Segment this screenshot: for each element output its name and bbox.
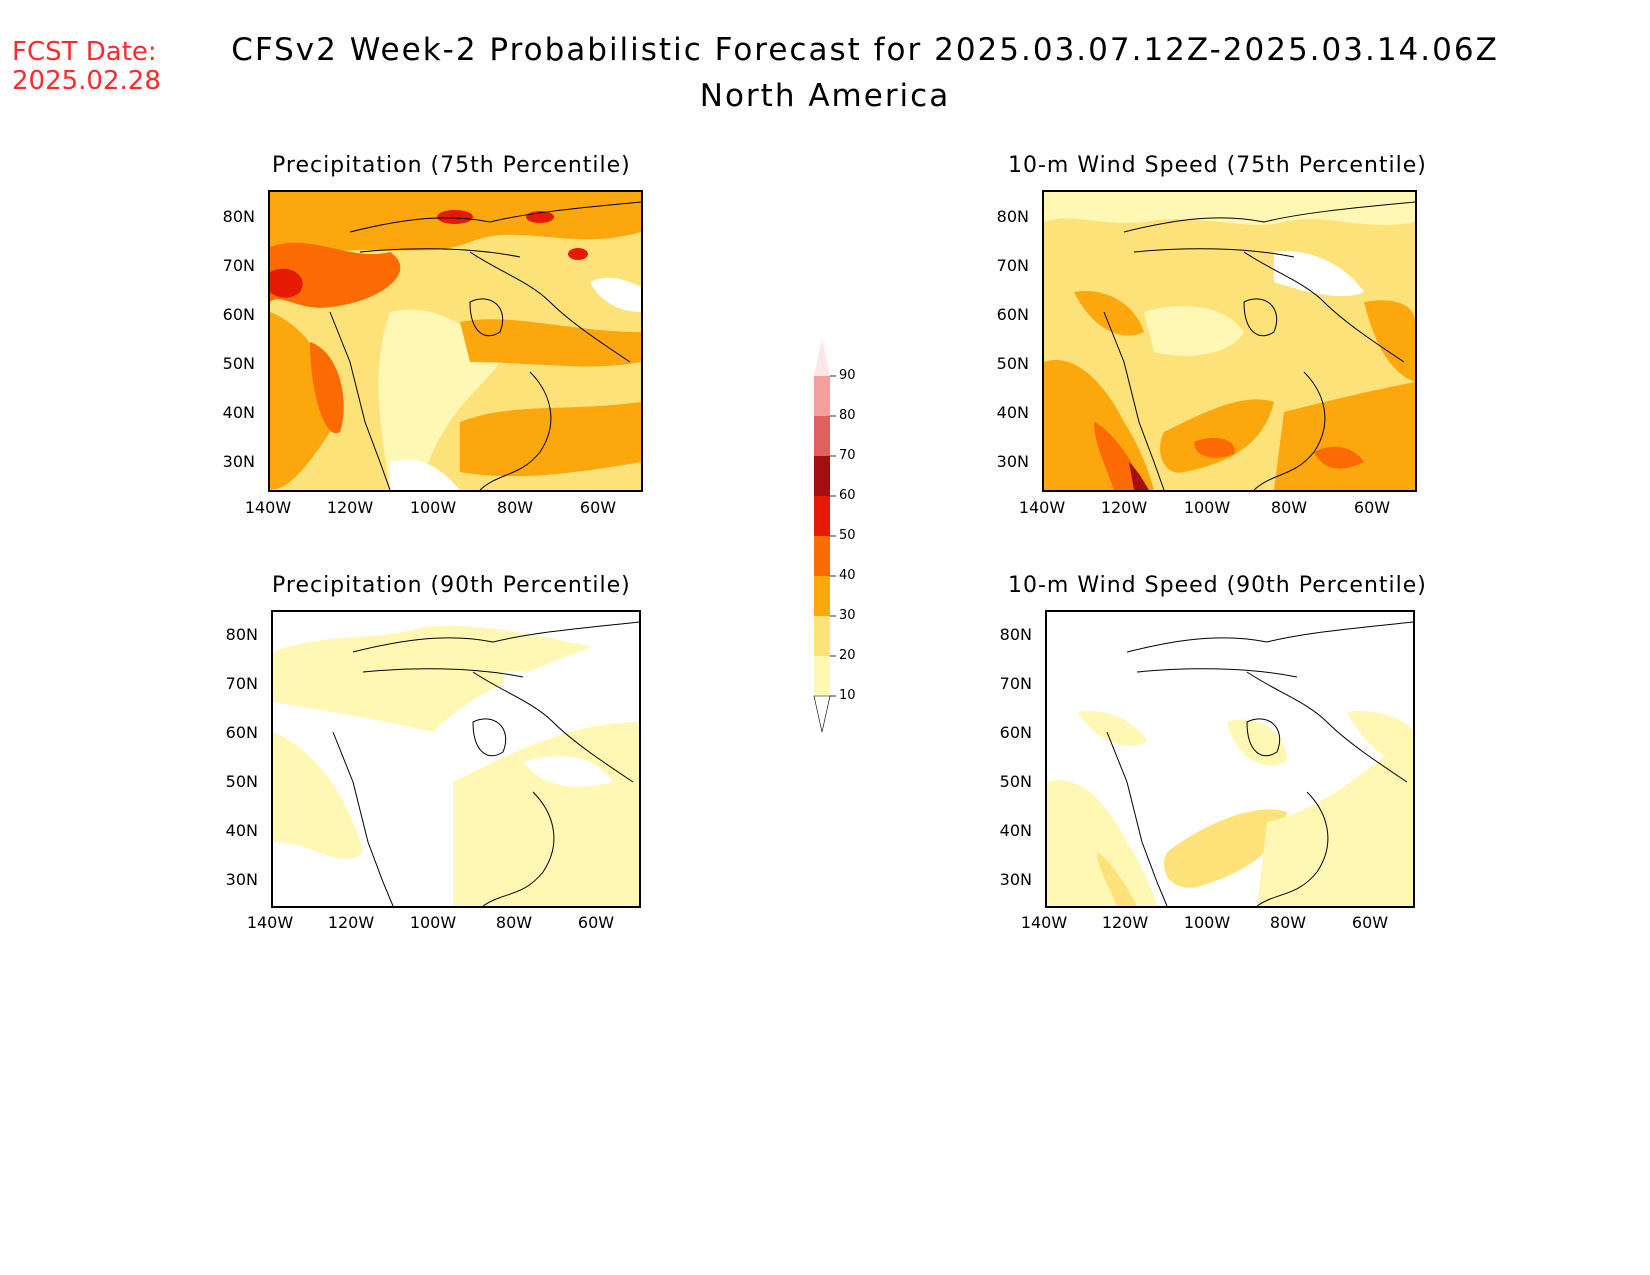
- colorbar-segment: [814, 416, 830, 456]
- colorbar: [812, 336, 892, 750]
- map-wind-75: [1042, 190, 1417, 492]
- lat-label-30n: 30N: [222, 452, 255, 471]
- lon-label-80w: 80W: [1270, 498, 1308, 517]
- lat-label-40n: 40N: [222, 403, 255, 422]
- lon-label-140w: 140W: [244, 498, 292, 517]
- main-title: CFSv2 Week-2 Probabilistic Forecast for …: [231, 32, 1499, 68]
- lon-label-120w: 120W: [1100, 498, 1148, 517]
- lat-label-80n: 80N: [999, 625, 1032, 644]
- lat-label-40n: 40N: [999, 821, 1032, 840]
- lat-label-70n: 70N: [999, 674, 1032, 693]
- lat-label-60n: 60N: [996, 305, 1029, 324]
- lat-label-50n: 50N: [999, 772, 1032, 791]
- colorbar-segment: [814, 576, 830, 616]
- panel-title-precip-90: Precipitation (90th Percentile): [272, 573, 631, 598]
- lat-label-50n: 50N: [225, 772, 258, 791]
- lon-label-60w: 60W: [1353, 498, 1391, 517]
- lon-label-80w: 80W: [1269, 913, 1307, 932]
- colorbar-segment: [814, 656, 830, 696]
- map-wind-90: [1045, 610, 1415, 908]
- lon-label-100w: 100W: [1183, 498, 1231, 517]
- colorbar-label: 20: [839, 648, 856, 663]
- lat-label-70n: 70N: [222, 256, 255, 275]
- lat-label-60n: 60N: [225, 723, 258, 742]
- lat-label-40n: 40N: [996, 403, 1029, 422]
- lat-label-80n: 80N: [225, 625, 258, 644]
- lon-label-140w: 140W: [1020, 913, 1068, 932]
- lon-label-100w: 100W: [409, 498, 457, 517]
- colorbar-label: 40: [839, 568, 856, 583]
- colorbar-label: 50: [839, 528, 856, 543]
- lon-label-140w: 140W: [246, 913, 294, 932]
- lon-label-120w: 120W: [1101, 913, 1149, 932]
- map-precip-90: [271, 610, 641, 908]
- lat-label-80n: 80N: [222, 207, 255, 226]
- map-precip-75: [268, 190, 643, 492]
- colorbar-segment: [814, 536, 830, 576]
- lat-label-30n: 30N: [999, 870, 1032, 889]
- panel-title-precip-75: Precipitation (75th Percentile): [272, 153, 631, 178]
- colorbar-label: 80: [839, 408, 856, 423]
- lon-label-80w: 80W: [496, 498, 534, 517]
- lon-label-120w: 120W: [327, 913, 375, 932]
- colorbar-label: 60: [839, 488, 856, 503]
- colorbar-segment: [814, 376, 830, 416]
- colorbar-label: 30: [839, 608, 856, 623]
- lat-label-80n: 80N: [996, 207, 1029, 226]
- lat-label-30n: 30N: [225, 870, 258, 889]
- colorbar-label: 70: [839, 448, 856, 463]
- colorbar-bottom-cap: [813, 695, 831, 733]
- panel-title-wind-75: 10-m Wind Speed (75th Percentile): [1008, 153, 1427, 178]
- colorbar-segment: [814, 616, 830, 656]
- colorbar-segment: [814, 496, 830, 536]
- lon-label-120w: 120W: [326, 498, 374, 517]
- lon-label-140w: 140W: [1018, 498, 1066, 517]
- lat-label-70n: 70N: [996, 256, 1029, 275]
- region-title: North America: [699, 78, 951, 114]
- lon-label-100w: 100W: [409, 913, 457, 932]
- forecast-date: FCST Date: 2025.02.28: [12, 38, 161, 96]
- forecast-date-value: 2025.02.28: [12, 66, 161, 96]
- lat-label-60n: 60N: [222, 305, 255, 324]
- panel-title-wind-90: 10-m Wind Speed (90th Percentile): [1008, 573, 1427, 598]
- lat-label-70n: 70N: [225, 674, 258, 693]
- colorbar-label: 10: [839, 688, 856, 703]
- lat-label-50n: 50N: [996, 354, 1029, 373]
- lat-label-30n: 30N: [996, 452, 1029, 471]
- lat-label-50n: 50N: [222, 354, 255, 373]
- lon-label-80w: 80W: [495, 913, 533, 932]
- colorbar-graphic: [813, 338, 836, 733]
- lon-label-100w: 100W: [1183, 913, 1231, 932]
- colorbar-label: 90: [839, 368, 856, 383]
- lon-label-60w: 60W: [1351, 913, 1389, 932]
- lon-label-60w: 60W: [579, 498, 617, 517]
- lat-label-60n: 60N: [999, 723, 1032, 742]
- colorbar-segment: [814, 456, 830, 496]
- lon-label-60w: 60W: [577, 913, 615, 932]
- colorbar-top-cap: [814, 338, 830, 376]
- forecast-date-label: FCST Date:: [12, 37, 157, 67]
- lat-label-40n: 40N: [225, 821, 258, 840]
